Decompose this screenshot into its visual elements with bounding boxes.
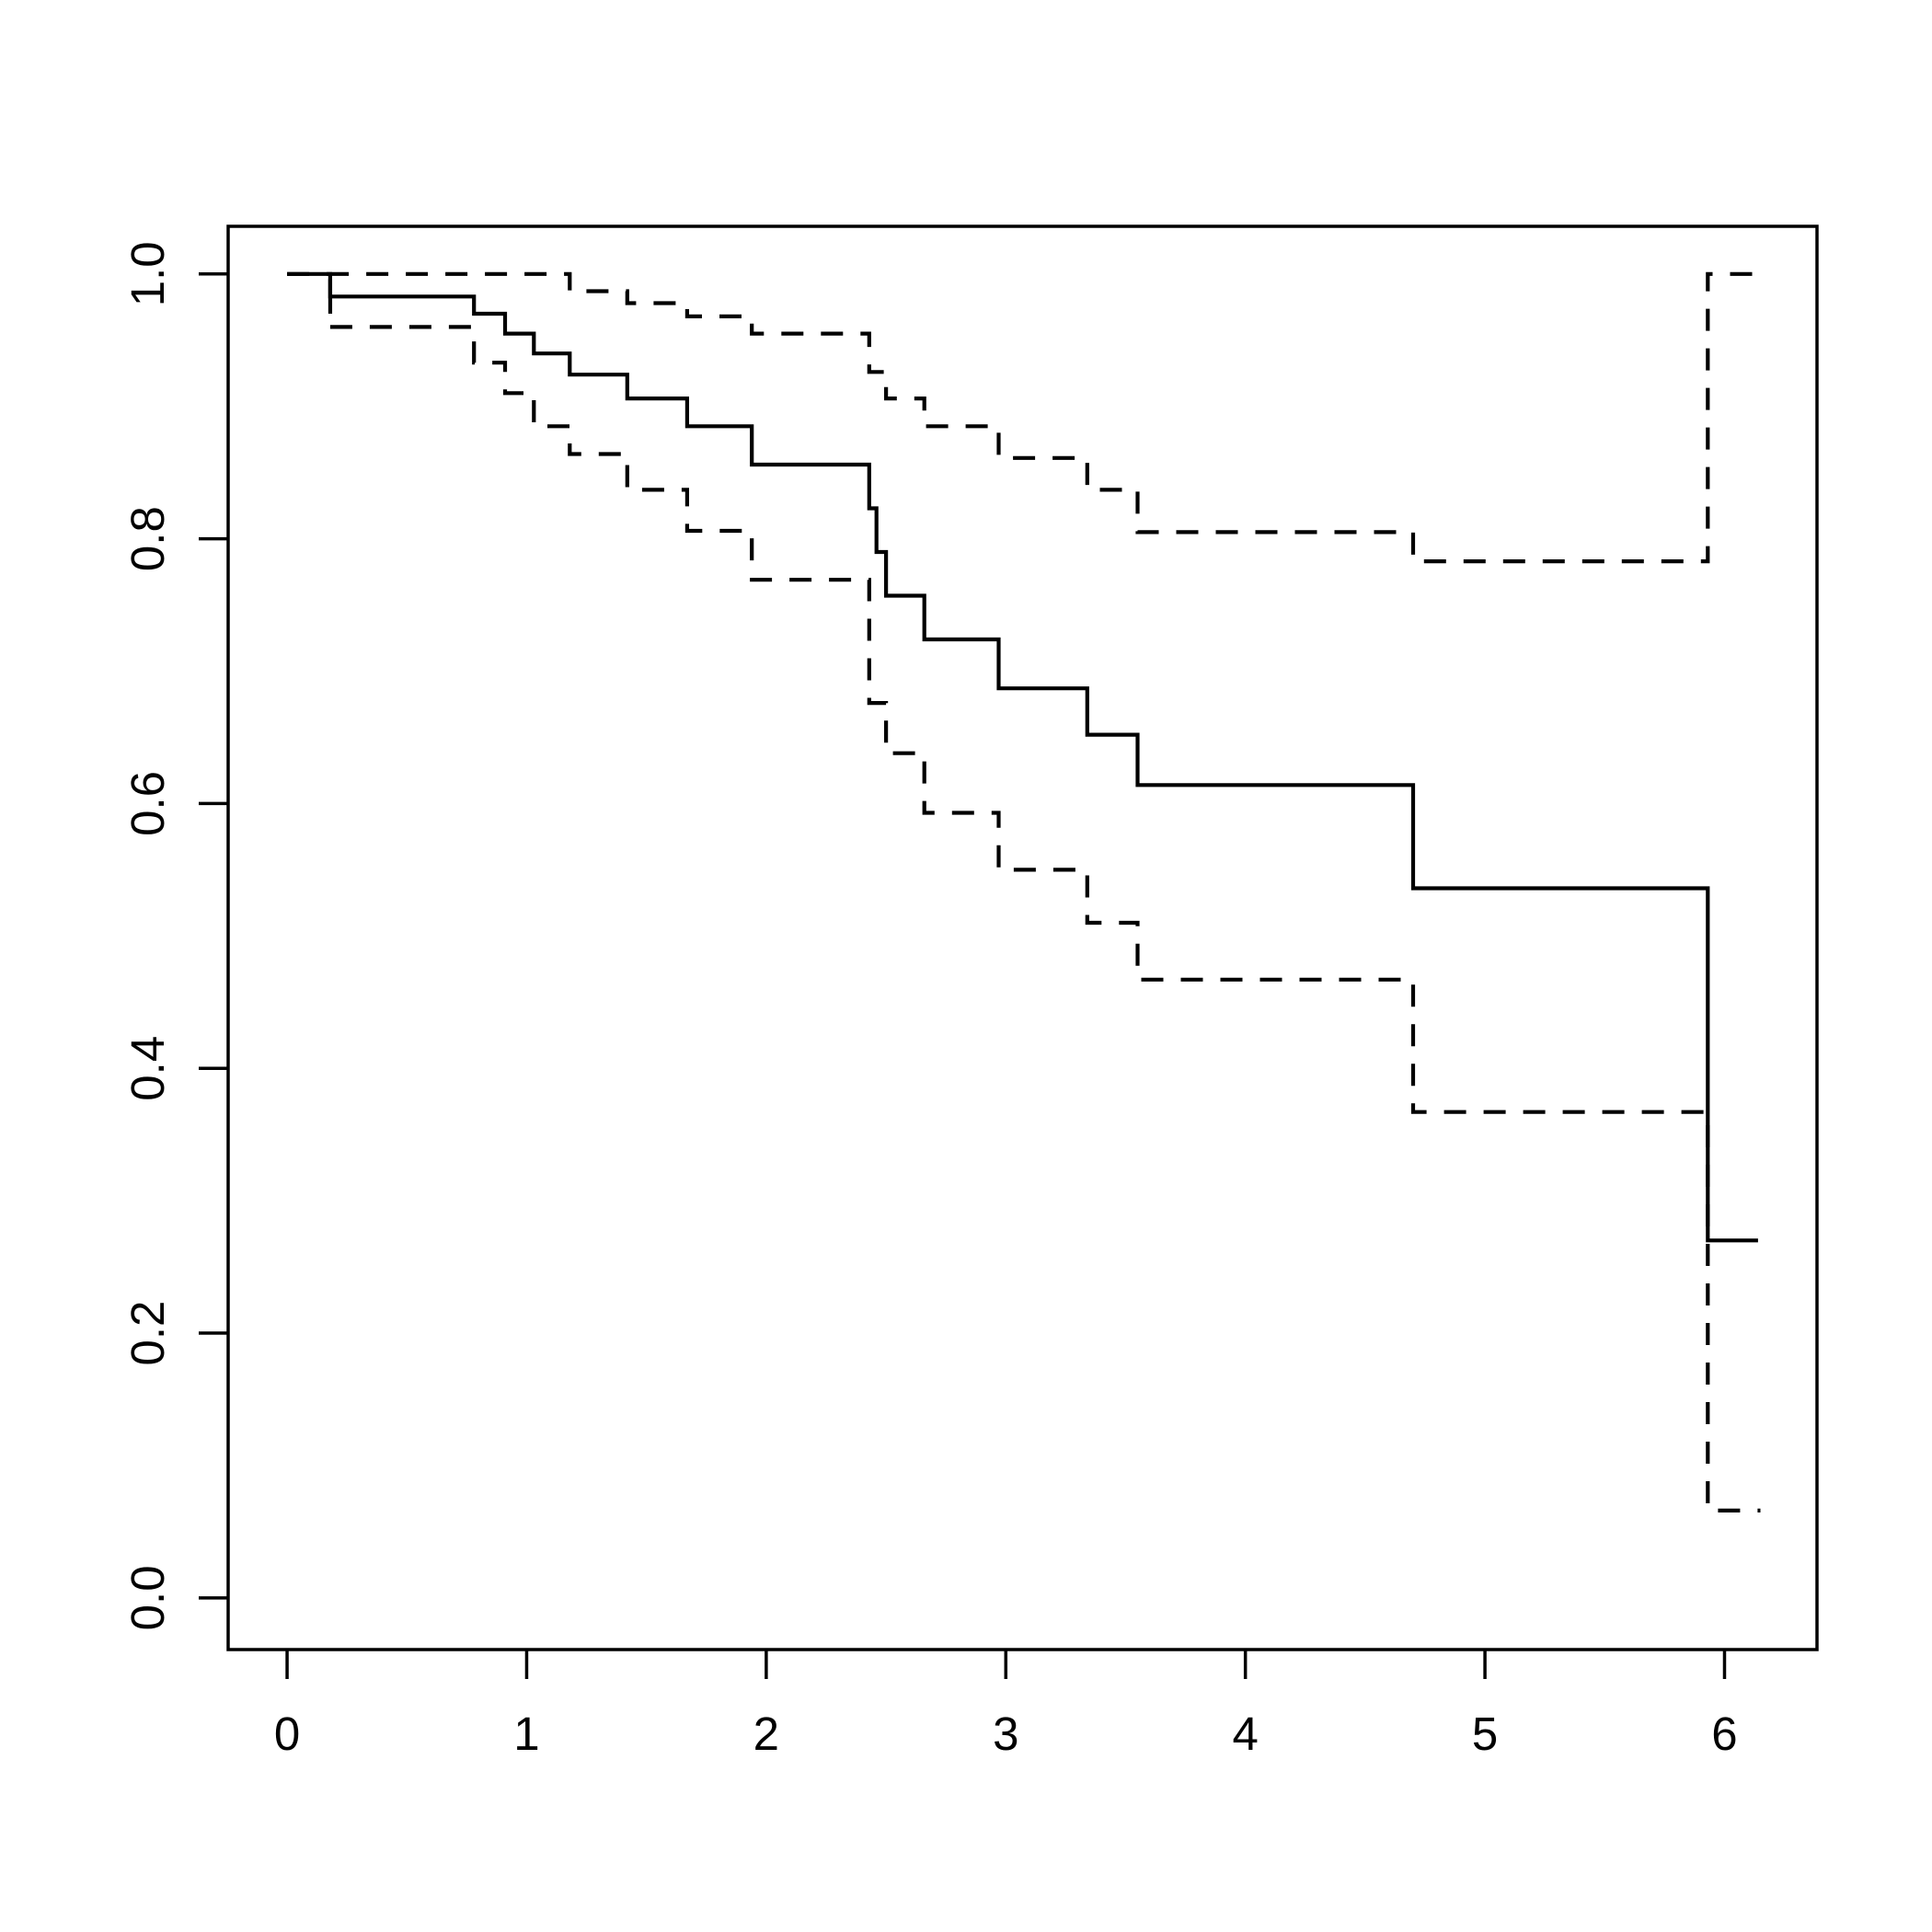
x-axis-tick-label: 4 — [1232, 1708, 1258, 1760]
upper-95ci-curve — [287, 271, 1761, 564]
x-axis-tick-label: 3 — [993, 1708, 1018, 1760]
x-axis-tick-label: 0 — [274, 1708, 300, 1760]
y-axis-tick-label: 0.6 — [121, 771, 174, 836]
km-estimate-curve — [287, 271, 1758, 1243]
lower-95ci-curve — [329, 325, 1761, 1512]
x-axis: 0 1 2 3 4 5 6 — [274, 1650, 1738, 1760]
x-axis-tick-label: 5 — [1472, 1708, 1498, 1760]
y-axis-tick-label: 1.0 — [121, 241, 174, 306]
plot-frame — [226, 224, 1819, 1651]
y-axis-tick-label: 0.4 — [121, 1036, 174, 1101]
y-axis-tick-label: 0.8 — [121, 506, 174, 571]
x-axis-tick-label: 6 — [1711, 1708, 1737, 1760]
x-axis-tick-label: 2 — [753, 1708, 779, 1760]
y-axis-tick-label: 0.2 — [121, 1301, 174, 1366]
x-axis-tick-label: 1 — [513, 1708, 539, 1760]
y-axis: 0.0 0.2 0.4 0.6 0.8 1.0 — [121, 241, 228, 1630]
curves-group — [287, 271, 1761, 1512]
y-axis-tick-label: 0.0 — [121, 1565, 174, 1630]
